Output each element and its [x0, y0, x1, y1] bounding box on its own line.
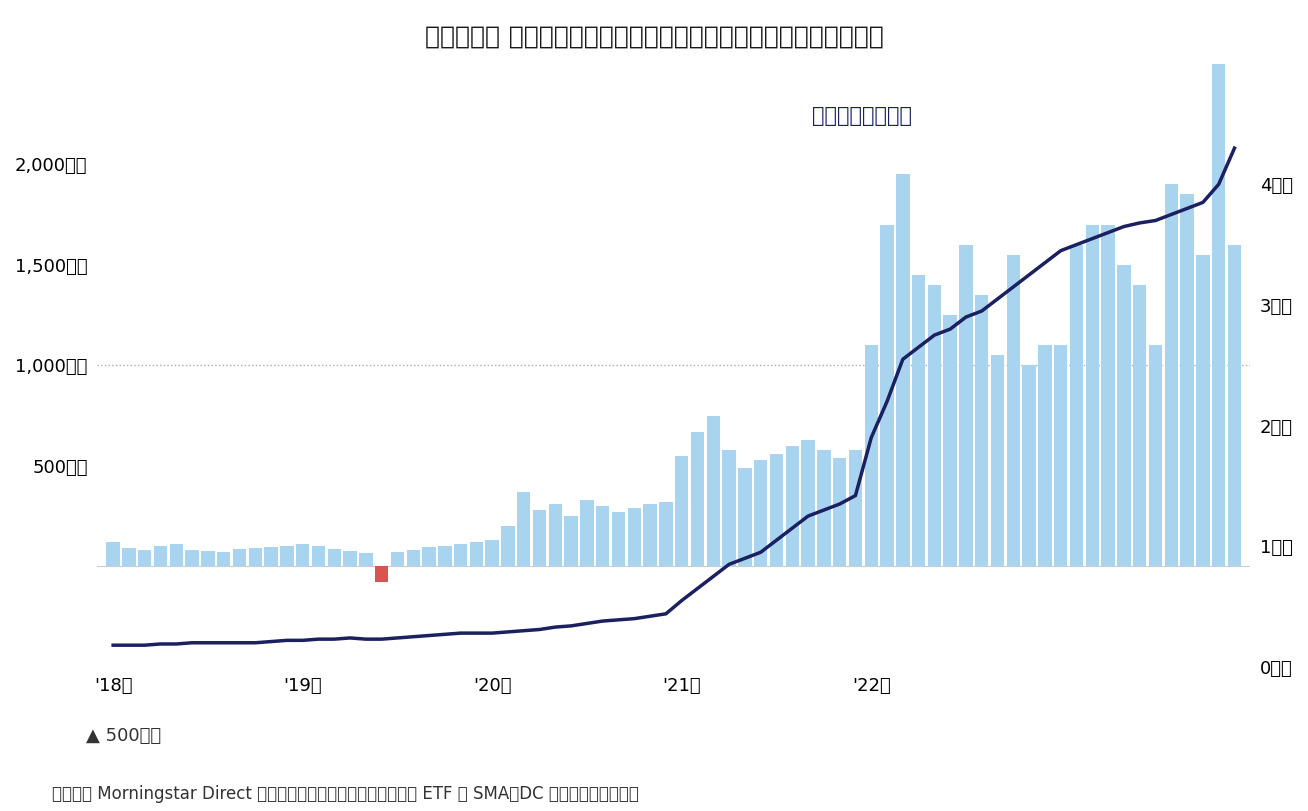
Bar [438, 547, 451, 566]
Bar [1101, 225, 1114, 566]
Bar [122, 548, 136, 566]
Text: （資料） Morningstar Direct より作成。国内籍追加型株式投信で ETF や SMA・DC 専用のものは除外。: （資料） Morningstar Direct より作成。国内籍追加型株式投信で… [52, 785, 640, 803]
Bar [548, 504, 562, 566]
Bar [501, 526, 514, 566]
Bar [612, 512, 625, 566]
Bar [802, 440, 815, 566]
Bar [644, 504, 657, 566]
Bar [974, 295, 989, 566]
Bar [422, 547, 436, 566]
Bar [311, 547, 326, 566]
Bar [201, 551, 215, 566]
Bar [1148, 345, 1163, 566]
Bar [738, 468, 752, 566]
Bar [154, 547, 167, 566]
Bar [296, 544, 310, 566]
Bar [865, 345, 878, 566]
Bar [249, 548, 262, 566]
Bar [833, 457, 846, 566]
Bar [517, 492, 531, 566]
Bar [1197, 255, 1210, 566]
Bar [280, 547, 293, 566]
Bar [596, 506, 610, 566]
Bar [532, 510, 547, 566]
Text: 【図表２】 米国株式インデックス型投信の資金流出入と純資産総額: 【図表２】 米国株式インデックス型投信の資金流出入と純資産総額 [425, 24, 883, 49]
Bar [943, 315, 957, 566]
Text: 純資産総額：右軸: 純資産総額：右軸 [812, 106, 912, 126]
Bar [786, 446, 799, 566]
Bar [391, 552, 404, 566]
Bar [485, 540, 498, 566]
Bar [407, 551, 420, 566]
Bar [849, 450, 862, 566]
Bar [770, 453, 783, 566]
Bar [1133, 285, 1146, 566]
Bar [264, 547, 277, 566]
Bar [1117, 264, 1130, 566]
Bar [675, 456, 688, 566]
Bar [581, 500, 594, 566]
Bar [186, 551, 199, 566]
Bar [896, 174, 909, 566]
Text: ▲ 500億円: ▲ 500億円 [86, 727, 161, 745]
Bar [454, 544, 467, 566]
Bar [1023, 365, 1036, 566]
Bar [1180, 195, 1194, 566]
Bar [927, 285, 942, 566]
Bar [1086, 225, 1099, 566]
Bar [343, 551, 357, 566]
Bar [659, 502, 672, 566]
Bar [1054, 345, 1067, 566]
Bar [991, 355, 1005, 566]
Bar [1007, 255, 1020, 566]
Bar [170, 544, 183, 566]
Bar [722, 450, 736, 566]
Bar [470, 543, 483, 566]
Bar [691, 431, 704, 566]
Bar [139, 551, 152, 566]
Bar [1039, 345, 1052, 566]
Bar [106, 543, 120, 566]
Bar [233, 549, 246, 566]
Bar [959, 245, 973, 566]
Bar [375, 566, 388, 582]
Bar [1228, 245, 1241, 566]
Bar [1164, 184, 1179, 566]
Bar [1213, 0, 1226, 566]
Bar [1070, 245, 1083, 566]
Bar [912, 275, 925, 566]
Bar [628, 508, 641, 566]
Bar [327, 549, 341, 566]
Bar [818, 450, 831, 566]
Bar [565, 516, 578, 566]
Bar [217, 552, 230, 566]
Bar [360, 553, 373, 566]
Bar [753, 460, 768, 566]
Bar [880, 225, 893, 566]
Bar [706, 415, 719, 566]
